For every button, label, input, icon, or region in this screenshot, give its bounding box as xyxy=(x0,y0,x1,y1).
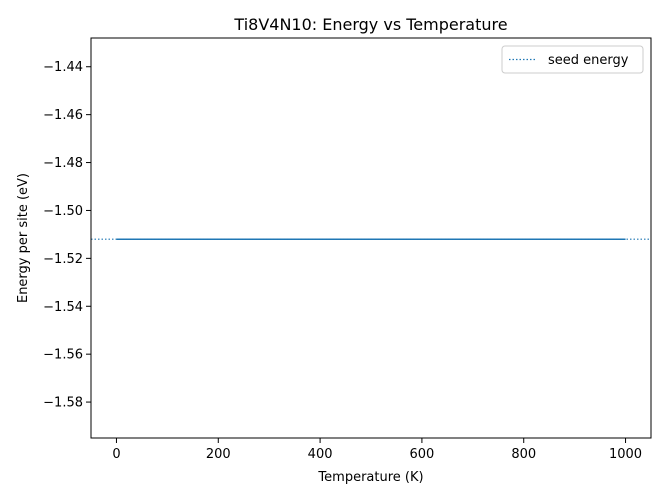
x-tick-label: 1000 xyxy=(609,447,642,462)
x-tick-label: 0 xyxy=(112,447,120,462)
legend-label-seed-energy: seed energy xyxy=(548,53,629,68)
x-tick-label: 600 xyxy=(409,447,434,462)
y-tick-label: −1.52 xyxy=(43,252,83,267)
x-tick-label: 200 xyxy=(206,447,231,462)
y-axis-label: Energy per site (eV) xyxy=(16,173,31,303)
chart-title: Ti8V4N10: Energy vs Temperature xyxy=(233,15,507,34)
x-tick-label: 400 xyxy=(308,447,333,462)
y-tick-label: −1.46 xyxy=(43,108,83,123)
plot-border xyxy=(90,37,652,439)
legend-box xyxy=(501,45,644,74)
legend: seed energy xyxy=(501,45,644,74)
y-tick-label: −1.48 xyxy=(43,156,83,171)
y-tick-label: −1.50 xyxy=(43,204,83,219)
x-axis: 0 200 400 600 800 1000 xyxy=(112,438,642,462)
y-tick-label: −1.56 xyxy=(43,348,83,363)
y-axis: −1.44 −1.46 −1.48 −1.50 −1.52 −1.54 −1.56 −1.58 xyxy=(43,60,91,411)
x-axis-label: Temperature (K) xyxy=(317,470,423,485)
y-tick-label: −1.58 xyxy=(43,396,83,411)
y-tick-label: −1.54 xyxy=(43,300,83,315)
plot-area xyxy=(91,38,651,438)
y-tick-label: −1.44 xyxy=(43,60,83,75)
x-tick-label: 800 xyxy=(511,447,536,462)
